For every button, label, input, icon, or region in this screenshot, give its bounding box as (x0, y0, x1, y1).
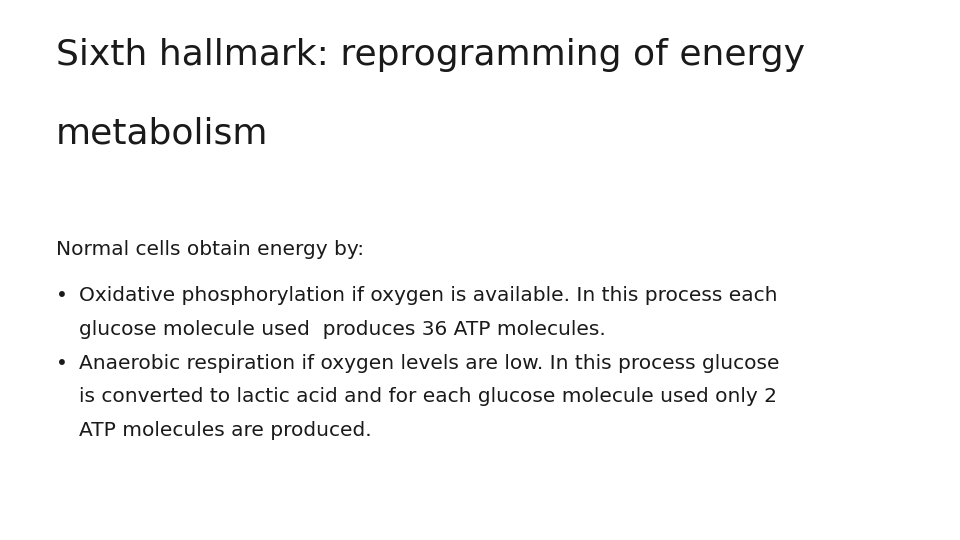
Text: Sixth hallmark: reprogramming of energy: Sixth hallmark: reprogramming of energy (56, 38, 804, 72)
Text: Normal cells obtain energy by:: Normal cells obtain energy by: (56, 240, 364, 259)
Text: is converted to lactic acid and for each glucose molecule used only 2: is converted to lactic acid and for each… (79, 387, 777, 406)
Text: metabolism: metabolism (56, 116, 268, 150)
Text: •: • (56, 286, 67, 305)
Text: •: • (56, 354, 67, 373)
Text: glucose molecule used  produces 36 ATP molecules.: glucose molecule used produces 36 ATP mo… (79, 320, 606, 339)
Text: Oxidative phosphorylation if oxygen is available. In this process each: Oxidative phosphorylation if oxygen is a… (79, 286, 778, 305)
Text: ATP molecules are produced.: ATP molecules are produced. (79, 421, 372, 440)
Text: Anaerobic respiration if oxygen levels are low. In this process glucose: Anaerobic respiration if oxygen levels a… (79, 354, 780, 373)
